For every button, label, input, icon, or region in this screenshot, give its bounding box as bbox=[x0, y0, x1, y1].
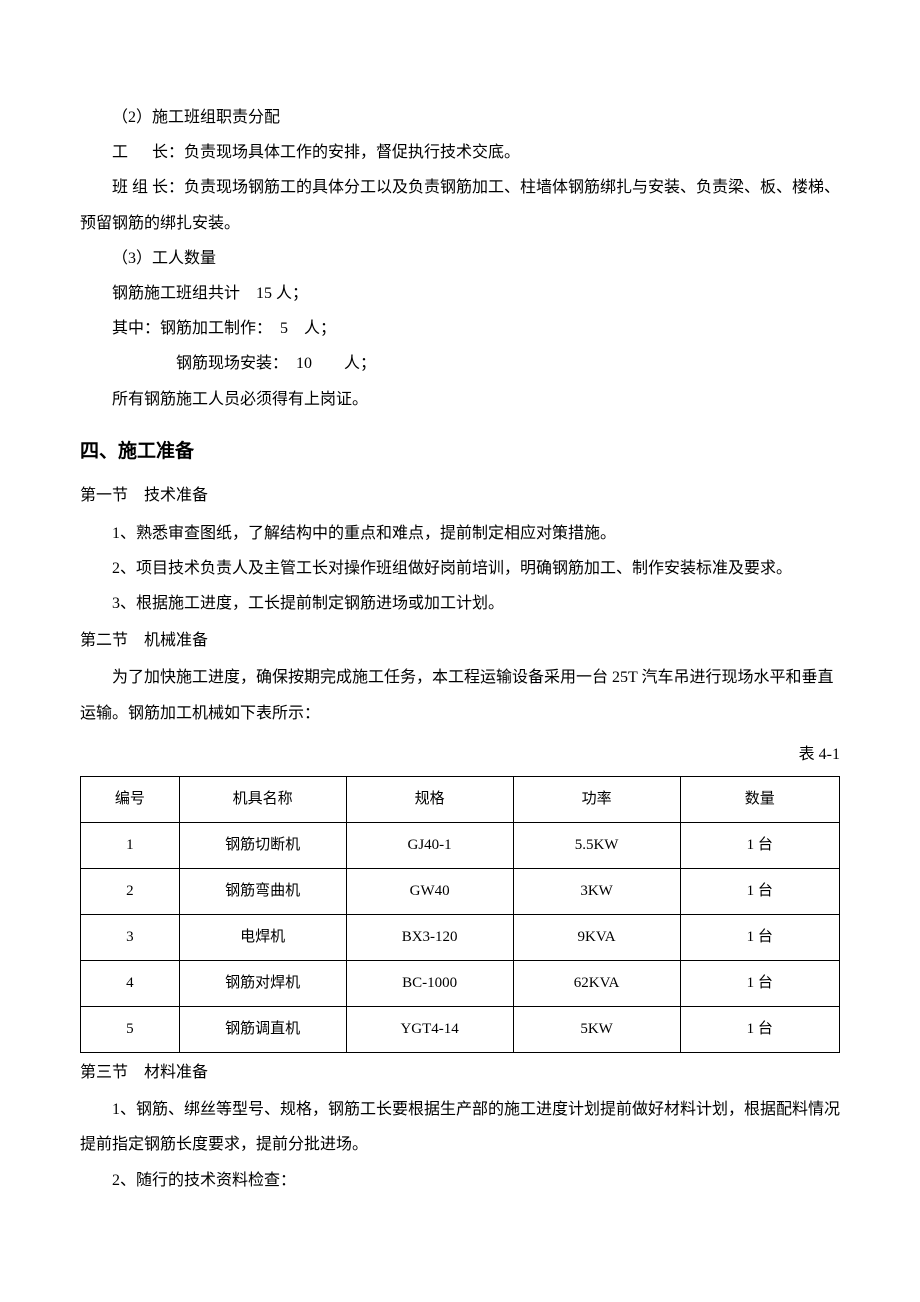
section-3-title: 第三节 材料准备 bbox=[80, 1055, 840, 1090]
th-4: 数量 bbox=[680, 776, 839, 822]
section-1-title: 第一节 技术准备 bbox=[80, 478, 840, 513]
cell: 62KVA bbox=[513, 960, 680, 1006]
th-3: 功率 bbox=[513, 776, 680, 822]
table-row: 3 电焊机 BX3-120 9KVA 1 台 bbox=[81, 914, 840, 960]
cell: 钢筋调直机 bbox=[179, 1006, 346, 1052]
text-foreman: 负责现场具体工作的安排，督促执行技术交底。 bbox=[184, 144, 520, 161]
equipment-table: 编号 机具名称 规格 功率 数量 1 钢筋切断机 GJ40-1 5.5KW 1 … bbox=[80, 776, 840, 1053]
table-row: 2 钢筋弯曲机 GW40 3KW 1 台 bbox=[81, 868, 840, 914]
cell: 1 台 bbox=[680, 822, 839, 868]
s1-p2: 2、项目技术负责人及主管工长对操作班组做好岗前培训，明确钢筋加工、制作安装标准及… bbox=[80, 551, 840, 586]
s1-p3: 3、根据施工进度，工长提前制定钢筋进场或加工计划。 bbox=[80, 586, 840, 621]
table-row: 5 钢筋调直机 YGT4-14 5KW 1 台 bbox=[81, 1006, 840, 1052]
cell: 5.5KW bbox=[513, 822, 680, 868]
table-row: 1 钢筋切断机 GJ40-1 5.5KW 1 台 bbox=[81, 822, 840, 868]
cell: GJ40-1 bbox=[346, 822, 513, 868]
cell: BC-1000 bbox=[346, 960, 513, 1006]
heading-4: 四、施工准备 bbox=[80, 431, 840, 473]
para-workers-fab: 其中：钢筋加工制作： 5 人； bbox=[80, 311, 840, 346]
cell: 5 bbox=[81, 1006, 180, 1052]
cell: 1 台 bbox=[680, 960, 839, 1006]
cell: 钢筋对焊机 bbox=[179, 960, 346, 1006]
para-workers-total: 钢筋施工班组共计 15 人； bbox=[80, 276, 840, 311]
s3-p1: 1、钢筋、绑丝等型号、规格，钢筋工长要根据生产部的施工进度计划提前做好材料计划，… bbox=[80, 1092, 840, 1162]
cell: BX3-120 bbox=[346, 914, 513, 960]
cell: 3 bbox=[81, 914, 180, 960]
label-foreman: 工 bbox=[112, 144, 152, 161]
cell: 1 台 bbox=[680, 1006, 839, 1052]
para-workers-install: 钢筋现场安装： 10 人； bbox=[80, 346, 840, 381]
section-2-title: 第二节 机械准备 bbox=[80, 623, 840, 658]
label-foreman-colon: 长： bbox=[152, 144, 184, 161]
th-1: 机具名称 bbox=[179, 776, 346, 822]
table-body: 1 钢筋切断机 GJ40-1 5.5KW 1 台 2 钢筋弯曲机 GW40 3K… bbox=[81, 822, 840, 1052]
cell: 3KW bbox=[513, 868, 680, 914]
s2-p1: 为了加快施工进度，确保按期完成施工任务，本工程运输设备采用一台 25T 汽车吊进… bbox=[80, 660, 840, 730]
para-3-title: （3）工人数量 bbox=[80, 241, 840, 276]
s1-p1: 1、熟悉审查图纸，了解结构中的重点和难点，提前制定相应对策措施。 bbox=[80, 516, 840, 551]
cell: 1 台 bbox=[680, 868, 839, 914]
cell: YGT4-14 bbox=[346, 1006, 513, 1052]
cell: 2 bbox=[81, 868, 180, 914]
cell: 4 bbox=[81, 960, 180, 1006]
s3-p2: 2、随行的技术资料检查： bbox=[80, 1163, 840, 1198]
cell: 钢筋弯曲机 bbox=[179, 868, 346, 914]
cell: GW40 bbox=[346, 868, 513, 914]
cell: 5KW bbox=[513, 1006, 680, 1052]
cell: 1 台 bbox=[680, 914, 839, 960]
th-0: 编号 bbox=[81, 776, 180, 822]
para-foreman: 工长：负责现场具体工作的安排，督促执行技术交底。 bbox=[80, 135, 840, 170]
table-label: 表 4-1 bbox=[80, 737, 840, 772]
para-cert: 所有钢筋施工人员必须得有上岗证。 bbox=[80, 382, 840, 417]
document-page: （2）施工班组职责分配 工长：负责现场具体工作的安排，督促执行技术交底。 班 组… bbox=[0, 0, 920, 1302]
table-header-row: 编号 机具名称 规格 功率 数量 bbox=[81, 776, 840, 822]
cell: 1 bbox=[81, 822, 180, 868]
cell: 钢筋切断机 bbox=[179, 822, 346, 868]
cell: 电焊机 bbox=[179, 914, 346, 960]
cell: 9KVA bbox=[513, 914, 680, 960]
table-row: 4 钢筋对焊机 BC-1000 62KVA 1 台 bbox=[81, 960, 840, 1006]
para-2-title: （2）施工班组职责分配 bbox=[80, 100, 840, 135]
th-2: 规格 bbox=[346, 776, 513, 822]
para-teamleader: 班 组 长：负责现场钢筋工的具体分工以及负责钢筋加工、柱墙体钢筋绑扎与安装、负责… bbox=[80, 170, 840, 240]
